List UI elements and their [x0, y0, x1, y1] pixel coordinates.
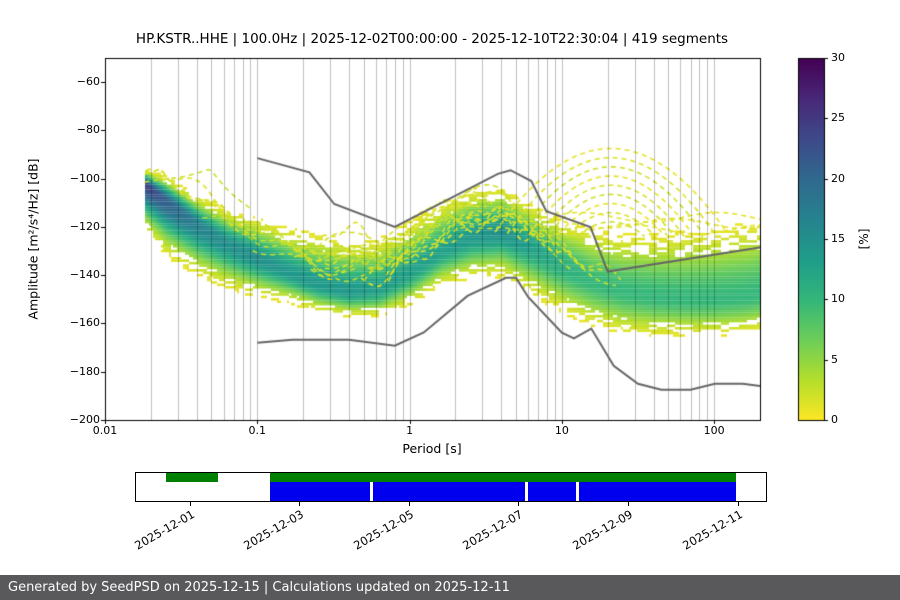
timeline-tick [737, 502, 739, 506]
timeline-blue-segment [373, 482, 525, 501]
colorbar-tick-label: 20 [831, 171, 845, 185]
chart-title: HP.KSTR..HHE | 100.0Hz | 2025-12-02T00:0… [135, 31, 729, 47]
colorbar-tick-label: 5 [831, 352, 838, 366]
timeline-blue-segment [270, 482, 371, 501]
x-tick-label: 10 [554, 424, 569, 437]
timeline-blue-segment [527, 482, 576, 501]
y-tick-label: −60 [76, 75, 100, 89]
colorbar-tick-label: 25 [831, 111, 845, 125]
timeline-green-segment [166, 473, 219, 482]
x-tick-label: 1 [406, 424, 414, 437]
timeline-tick [299, 502, 301, 506]
timeline-tick [518, 502, 520, 506]
timeline-date-label: 2025-12-11 [679, 507, 745, 553]
colorbar-tick-label: 15 [831, 232, 845, 245]
x-tick-label: 0.1 [248, 424, 267, 437]
y-tick-label: −80 [76, 123, 100, 137]
y-tick-label: −180 [69, 364, 100, 378]
colorbar-tick-label: 0 [831, 413, 838, 426]
y-axis-label: Amplitude [m²/s⁴/Hz] [dB] [25, 158, 41, 320]
x-axis-label: Period [s] [402, 441, 462, 456]
ppsd-plot-canvas [0, 0, 900, 470]
x-tick-label: 0.01 [92, 424, 118, 437]
timeline-frame [135, 472, 767, 502]
timeline-green-segment [270, 473, 736, 482]
timeline-date-label: 2025-12-05 [351, 507, 416, 553]
footer-bar: Generated by SeedPSD on 2025-12-15 | Cal… [0, 575, 900, 600]
timeline-date-label: 2025-12-09 [570, 507, 636, 553]
colorbar-tick-label: 30 [831, 51, 845, 64]
ppsd-figure: HP.KSTR..HHE | 100.0Hz | 2025-12-02T00:0… [0, 0, 900, 553]
y-tick-label: −160 [69, 316, 100, 330]
colorbar-tick-label: 10 [831, 292, 845, 306]
timeline-tick [628, 502, 630, 506]
y-tick-label: −100 [69, 171, 100, 185]
timeline-date-label: 2025-12-07 [460, 507, 526, 553]
timeline-tick [408, 502, 410, 506]
y-tick-label: −200 [69, 413, 100, 426]
timeline-date-label: 2025-12-01 [131, 507, 197, 553]
footer-text: Generated by SeedPSD on 2025-12-15 | Cal… [8, 580, 510, 595]
y-tick-label: −120 [69, 219, 100, 233]
y-tick-label: −140 [69, 268, 100, 282]
x-tick-label: 100 [703, 424, 725, 437]
timeline-date-label: 2025-12-03 [241, 507, 307, 553]
timeline-tick [189, 502, 191, 506]
timeline-blue-segment [578, 482, 736, 501]
